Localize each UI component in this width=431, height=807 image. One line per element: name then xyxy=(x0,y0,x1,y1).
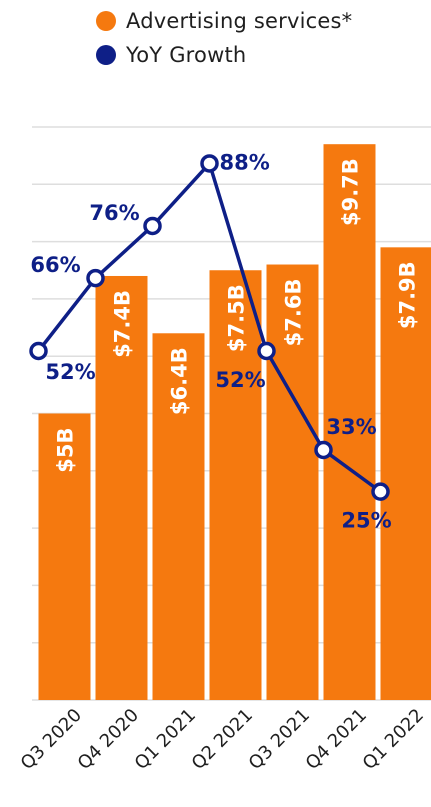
bar-value-label: $7.4B xyxy=(111,290,135,358)
line-point xyxy=(29,341,48,361)
legend-label-advertising: Advertising services* xyxy=(126,9,353,33)
bar-value-label: $6.4B xyxy=(168,347,192,415)
bar-value-label: $5B xyxy=(54,428,78,473)
x-tick-label: Q3 2021 xyxy=(245,705,314,774)
line-point xyxy=(314,440,333,460)
line-point xyxy=(86,268,105,288)
bar-value-label: $9.7B xyxy=(339,158,363,226)
x-tick-label: Q1 2021 xyxy=(131,705,200,774)
bar xyxy=(38,413,91,700)
bar xyxy=(266,264,319,700)
bar xyxy=(209,270,262,700)
line-point xyxy=(371,482,390,501)
bar-value-label: $7.5B xyxy=(225,284,249,352)
line-value-label: 88% xyxy=(220,150,270,174)
x-tick-label: Q3 2020 xyxy=(17,705,86,774)
line-point xyxy=(257,341,276,361)
bar xyxy=(380,247,431,700)
legend-item-yoy-growth: YoY Growth xyxy=(96,38,352,72)
x-tick-label: Q1 2022 xyxy=(359,705,428,774)
line-point xyxy=(143,216,162,236)
x-tick-label: Q2 2021 xyxy=(188,705,257,774)
bar xyxy=(323,144,376,700)
line-value-label: 25% xyxy=(341,509,391,533)
chart-legend: Advertising services* YoY Growth xyxy=(96,4,352,72)
bar-value-label: $7.6B xyxy=(282,279,306,347)
legend-label-yoy-growth: YoY Growth xyxy=(126,43,247,67)
legend-swatch-advertising xyxy=(96,11,116,31)
bar xyxy=(152,333,205,700)
legend-swatch-yoy-growth xyxy=(96,45,116,65)
line-value-label: 76% xyxy=(89,201,139,225)
line-value-label: 66% xyxy=(30,253,80,277)
line-value-label: 52% xyxy=(45,360,95,384)
x-tick-label: Q4 2020 xyxy=(74,705,143,774)
legend-item-advertising: Advertising services* xyxy=(96,4,352,38)
x-tick-label: Q4 2021 xyxy=(302,705,371,774)
bar xyxy=(95,275,148,700)
line-point xyxy=(200,154,219,173)
line-value-label: 52% xyxy=(215,368,265,392)
bar-value-label: $7.9B xyxy=(396,261,420,329)
line-value-label: 33% xyxy=(326,415,376,439)
